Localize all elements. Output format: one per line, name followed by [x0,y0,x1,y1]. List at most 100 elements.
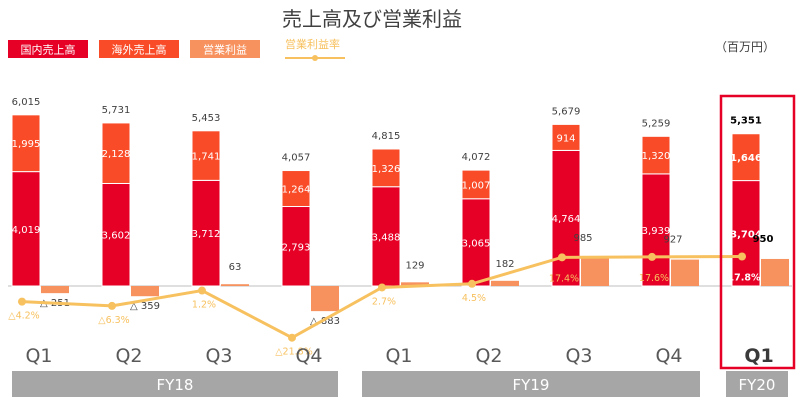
label-total-5: 4,072 [462,152,491,163]
label-margin-8: 17.8% [728,273,761,284]
label-total-1: 5,731 [102,105,131,116]
label-margin-4: 2.7% [372,296,396,307]
label-total-0: 6,015 [12,97,41,108]
bar-operating-income-4 [401,282,429,286]
label-overseas-4: 1,326 [372,164,401,175]
label-overseas-5: 1,007 [462,180,491,191]
label-total-2: 5,453 [192,113,221,124]
legend-label-1: 海外売上高 [112,43,167,57]
label-total-8: 5,351 [730,116,762,127]
label-domestic-6: 4,764 [552,214,581,225]
label-operating-income-2: 63 [229,262,242,273]
legend-label-2: 営業利益 [203,43,247,57]
fiscal-year-bands: FY18 FY19 FY20 [12,371,788,397]
margin-point-1 [108,301,116,310]
bar-operating-income-3 [311,286,339,312]
label-overseas-2: 1,741 [192,152,221,163]
legend-label-3: 営業利益率 [285,37,340,51]
label-operating-income-1: △ 359 [130,301,160,312]
label-total-7: 5,259 [642,118,671,129]
margin-point-5 [468,279,476,288]
label-operating-income-6: 985 [573,233,592,244]
fy-band-2 [726,371,788,397]
bar-overseas-6 [551,123,581,151]
legend-marker-3 [312,55,318,61]
label-operating-income-8: 950 [753,234,774,245]
x-tick-label-1: Q2 [115,345,142,367]
bar-domestic-7 [641,173,671,287]
label-domestic-0: 4,019 [12,225,41,236]
label-domestic-7: 3,939 [642,226,671,237]
label-overseas-7: 1,320 [642,151,671,162]
legend: 国内売上高 海外売上高 営業利益 営業利益率 [8,37,345,61]
bar-overseas-8 [731,133,761,182]
bar-operating-income-6 [581,257,609,286]
label-total-6: 5,679 [552,106,581,117]
bar-operating-income-7 [671,259,699,286]
label-overseas-1: 2,128 [102,149,131,160]
bar-operating-income-1 [131,286,159,297]
label-overseas-6: 914 [556,133,575,144]
x-tick-label-8: Q1 [744,345,773,367]
label-margin-2: 1.2% [192,300,216,311]
margin-point-2 [198,286,206,295]
fy-band-1 [362,371,700,397]
bar-operating-income-5 [491,280,519,286]
x-tick-label-0: Q1 [25,345,52,367]
bar-overseas-0 [11,114,41,173]
bar-overseas-4 [371,148,401,188]
margin-point-3 [288,333,296,342]
highlight-frame [719,94,796,370]
bar-domestic-3 [281,206,311,287]
bar-overseas-3 [281,170,311,208]
bar-domestic-1 [101,182,131,287]
label-domestic-3: 2,793 [282,242,311,253]
margin-point-0 [18,297,26,306]
legend-label-0: 国内売上高 [21,43,76,57]
label-margin-1: △6.3% [98,315,129,326]
legend-swatch-0 [8,40,88,58]
unit-label: （百万円） [715,40,775,54]
label-domestic-4: 3,488 [372,232,401,243]
bar-operating-income-8 [761,258,789,286]
label-operating-income-4: 129 [405,260,424,271]
label-overseas-8: 1,646 [730,153,762,164]
chart-title: 売上高及び営業利益 [282,7,462,31]
label-margin-0: △4.2% [8,311,39,322]
fy-label-2: FY20 [739,376,776,394]
label-margin-3: △21.8% [275,347,313,358]
x-tick-label-2: Q3 [205,345,232,367]
x-tick-label-6: Q3 [565,345,592,367]
label-overseas-3: 1,264 [282,185,311,196]
label-total-4: 4,815 [372,131,401,142]
x-tick-label-5: Q2 [475,345,502,367]
bar-operating-income-2 [221,284,249,286]
fy-band-0 [12,371,338,397]
label-total-3: 4,057 [282,153,311,164]
bar-domestic-8 [731,180,761,287]
fy-label-0: FY18 [157,376,194,394]
bar-overseas-1 [101,122,131,184]
bar-operating-income-0 [41,286,69,294]
label-margin-7: 17.6% [639,273,669,284]
label-domestic-8: 3,704 [730,229,762,240]
label-operating-income-3: △ 883 [310,316,340,327]
legend-swatch-2 [190,40,260,58]
margin-point-7 [648,252,656,261]
x-tick-label-3: Q4 [295,345,322,367]
bar-overseas-2 [191,130,221,181]
fy-label-1: FY19 [513,376,550,394]
label-domestic-5: 3,065 [462,238,491,249]
margin-point-4 [378,283,386,292]
legend-swatch-1 [99,40,179,58]
bar-domestic-0 [11,171,41,287]
bar-overseas-7 [641,135,671,175]
bar-overseas-5 [461,169,491,200]
label-margin-6: 17.4% [549,273,579,284]
label-overseas-0: 1,995 [12,139,41,150]
label-domestic-2: 3,712 [192,229,221,240]
x-tick-label-4: Q1 [385,345,412,367]
x-axis: Q1 Q2 Q3 Q4 Q1 Q2 Q3 Q4 Q1 [25,345,773,367]
